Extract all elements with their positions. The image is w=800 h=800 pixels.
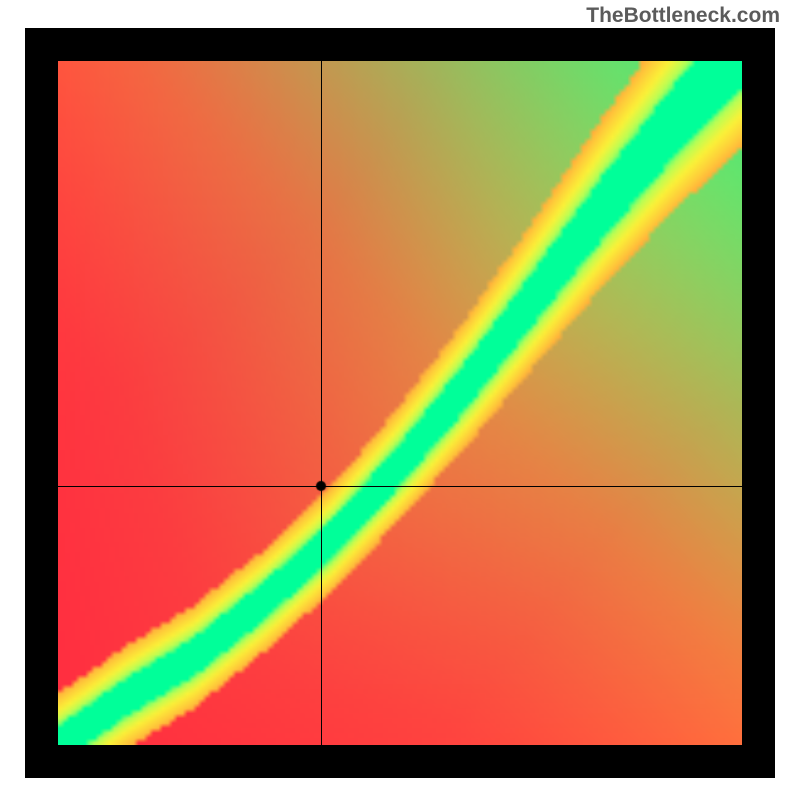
crosshair-vertical [321,61,322,745]
crosshair-horizontal [58,486,742,487]
attribution-text: TheBottleneck.com [586,4,780,28]
plot-area [58,61,742,745]
heatmap-canvas [58,61,742,745]
plot-frame [25,28,775,778]
crosshair-marker [315,480,327,492]
chart-container: TheBottleneck.com [0,0,800,800]
